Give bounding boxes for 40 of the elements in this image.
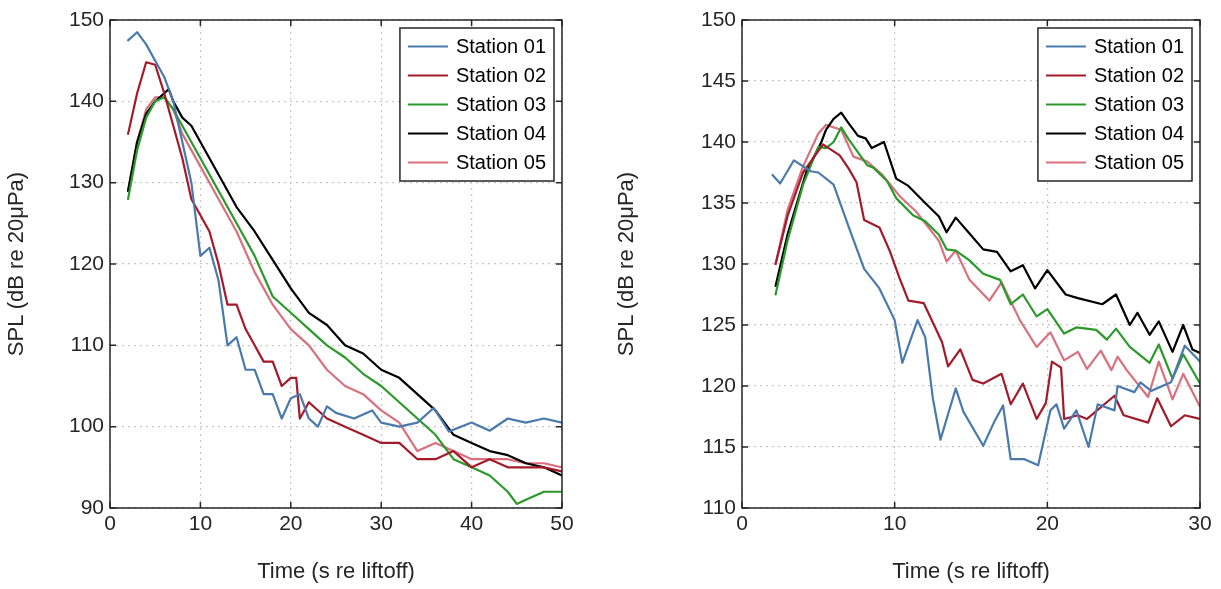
y-tick-label: 150 [68,6,104,30]
x-tick-label: 0 [104,511,116,535]
x-tick-label: 10 [882,511,907,535]
y-tick-label: 135 [700,189,736,213]
y-tick-label: 125 [700,311,736,335]
y-tick-label: 115 [702,433,736,457]
y-tick-label: 150 [700,6,736,30]
y-tick-label: 145 [700,67,736,91]
y-tick-label: 90 [80,494,104,518]
legend-label: Station 03 [455,93,547,116]
legend-label: Station 02 [455,64,547,87]
x-tick-label: 50 [550,511,574,535]
legend-label: Station 05 [1093,151,1185,174]
legend-label: Station 02 [1093,64,1185,87]
x-tick-label: 10 [188,511,213,535]
y-tick-label: 140 [700,128,736,152]
legend-label: Station 04 [455,122,547,145]
x-axis-title: Time (s re liftoff) [892,557,1050,583]
x-tick-label: 40 [459,511,484,535]
y-axis-title: SPL (dB re 20μPa) [3,171,29,357]
y-tick-label: 120 [700,372,736,396]
x-tick-label: 30 [369,511,393,535]
x-tick-label: 20 [279,511,303,535]
y-tick-label: 110 [70,332,104,356]
y-tick-label: 120 [68,250,104,274]
legend-label: Station 03 [1093,93,1185,116]
legend-label: Station 05 [455,151,547,174]
y-tick-label: 110 [702,494,736,518]
y-tick-label: 130 [68,169,104,193]
y-tick-label: 140 [68,88,104,112]
x-axis-title: Time (s re liftoff) [257,557,415,583]
x-tick-label: 30 [1188,511,1212,535]
y-tick-label: 100 [68,413,104,437]
x-tick-label: 20 [1035,511,1060,535]
legend-label: Station 01 [455,35,547,58]
y-tick-label: 130 [700,250,736,274]
legend-label: Station 01 [1093,35,1185,58]
y-axis-title: SPL (dB re 20μPa) [613,171,639,357]
x-tick-label: 0 [736,511,748,535]
legend-label: Station 04 [1093,122,1185,145]
